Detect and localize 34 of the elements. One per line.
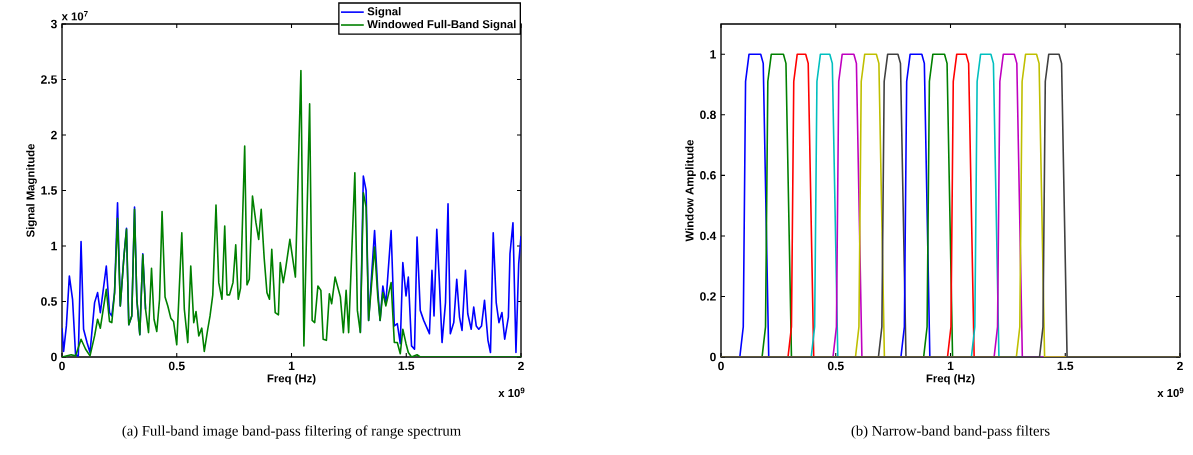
y-tick-label: 3	[50, 19, 57, 29]
x-tick-label: 1	[288, 361, 295, 370]
y-axis-title: Signal Magnitude	[26, 143, 37, 238]
x-tick-label: 0	[718, 361, 724, 371]
y-tick-label: 2	[51, 130, 57, 140]
y-tick-label: 1	[51, 241, 57, 251]
x-tick-label: 2	[1177, 361, 1183, 371]
y-tick-label: 0.4	[700, 231, 717, 241]
x-tick-label: 1	[947, 361, 954, 370]
x-tick-label: 0.5	[827, 361, 844, 371]
x-axis-title: Freq (Hz)	[926, 374, 975, 385]
text: x 10$^{9}$	[1157, 387, 1184, 398]
y-tick-label: 0	[51, 352, 57, 362]
legend-label: Signal	[367, 7, 401, 18]
y-tick-label: 0.6	[700, 171, 716, 180]
y-tick-label: 0.8	[700, 110, 716, 120]
y-tick-label: 0	[710, 352, 716, 362]
x-tick-label: 2	[518, 361, 524, 371]
text: x 10$^{9}$	[498, 387, 525, 398]
y-tick-label: 2.5	[41, 75, 57, 84]
x-tick-label: 1.5	[1057, 361, 1074, 371]
text: x 10$^{7}$	[61, 11, 88, 21]
x-axis-title: Freq (Hz)	[267, 374, 316, 385]
text: (b) Narrow-band band-pass filters	[851, 425, 1050, 439]
y-tick-label: 1	[710, 50, 716, 59]
y-tick-label: 1.5	[41, 186, 57, 195]
x-tick-label: 0	[59, 361, 65, 371]
y-axis-title: Window Amplitude	[685, 139, 696, 242]
legend-label: Windowed Full-Band Signal	[367, 19, 516, 31]
text: (a) Full-band image band-pass filtering of range spectrum	[122, 425, 461, 439]
y-tick-label: 0.5	[41, 297, 57, 306]
y-tick-label: 0.2	[700, 292, 716, 301]
x-tick-label: 0.5	[168, 361, 185, 371]
x-tick-label: 1.5	[398, 361, 415, 371]
